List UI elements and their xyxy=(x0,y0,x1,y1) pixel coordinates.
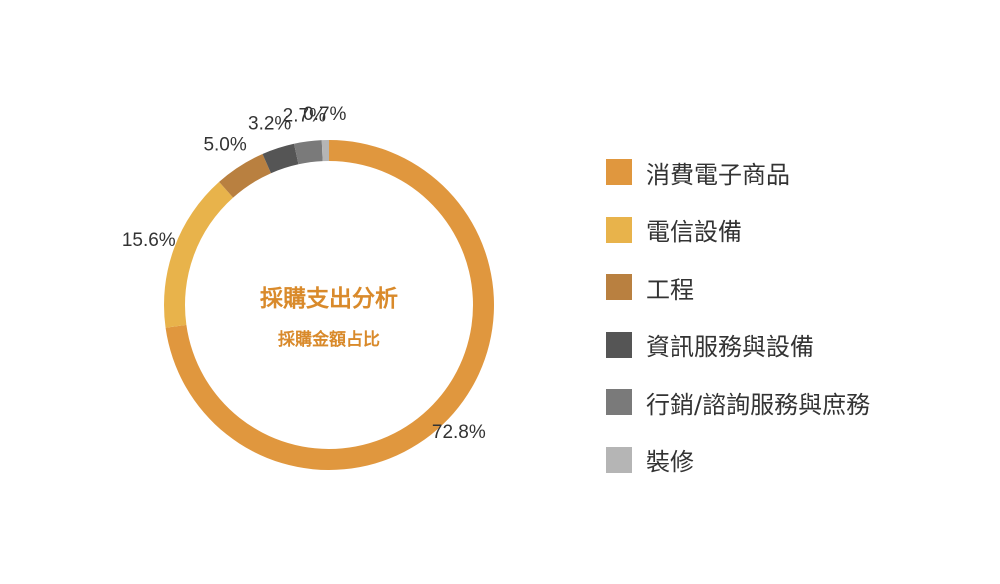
legend-item: 工程 xyxy=(606,259,870,315)
legend-item: 消費電子商品 xyxy=(606,144,870,200)
slice-percent-label: 15.6% xyxy=(122,230,176,251)
legend-label: 消費電子商品 xyxy=(646,160,790,189)
legend-swatch xyxy=(606,274,632,300)
slice-percent-label: 2.7% xyxy=(283,106,326,127)
legend-swatch xyxy=(606,159,632,185)
donut-slice xyxy=(321,140,329,162)
legend-label: 行銷/諮詢服務與庶務 xyxy=(646,390,871,419)
legend-label: 工程 xyxy=(646,275,694,304)
legend-swatch xyxy=(606,389,632,415)
legend-item: 電信設備 xyxy=(606,202,870,258)
slice-percent-label: 72.8% xyxy=(432,422,486,443)
legend-label: 電信設備 xyxy=(646,218,742,246)
legend-item: 裝修 xyxy=(606,432,870,488)
donut-slices xyxy=(164,140,495,470)
legend-label: 資訊服務與設備 xyxy=(646,333,814,361)
legend-label: 裝修 xyxy=(646,448,694,476)
slice-percent-label: 0.7% xyxy=(303,104,346,125)
chart-subtitle: 採購金額占比 xyxy=(278,329,380,350)
percentage-labels: 72.8% 15.6% 5.0%3.2%2.7%0.7% xyxy=(122,104,486,443)
slice-percent-label: 5.0% xyxy=(203,135,246,156)
legend-swatch xyxy=(606,216,632,243)
legend-item: 行銷/諮詢服務與庶務 xyxy=(606,374,870,430)
legend-swatch xyxy=(606,446,632,473)
donut-slice xyxy=(219,153,271,198)
donut-slice xyxy=(294,140,323,165)
donut-slice xyxy=(262,143,299,174)
slice-percent-label: 3.2% xyxy=(248,113,291,134)
legend-swatch xyxy=(606,331,632,358)
legend: 消費電子商品 電信設備工程資訊服務與設備行銷/諮詢服務與庶務 裝修 xyxy=(606,144,870,489)
donut-slice xyxy=(164,181,234,328)
chart-title: 採購支出分析 xyxy=(260,286,398,312)
legend-item: 資訊服務與設備 xyxy=(606,317,870,373)
